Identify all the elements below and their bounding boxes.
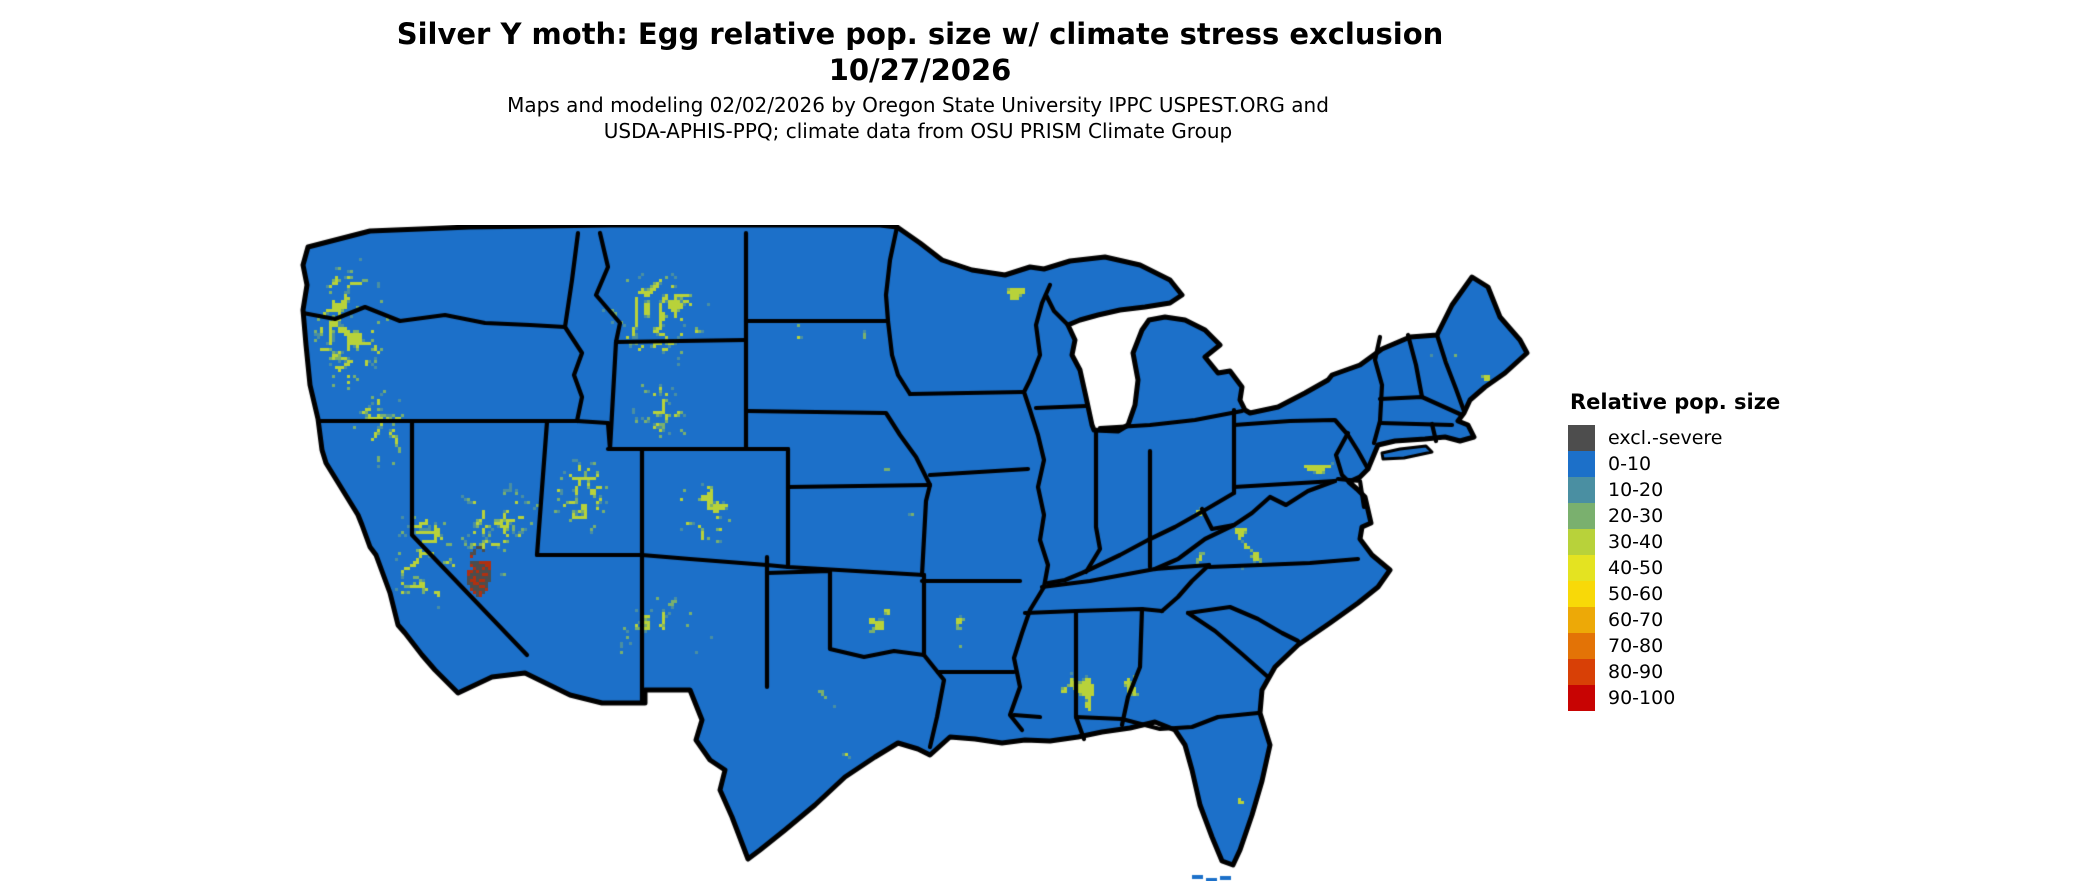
legend-label-5: 40-50 bbox=[1608, 557, 1664, 579]
map-title-date: 10/27/2026 bbox=[828, 53, 1012, 87]
map-subtitle-line2: USDA-APHIS-PPQ; climate data from OSU PR… bbox=[603, 119, 1233, 143]
legend-label-1: 0-10 bbox=[1608, 453, 1652, 475]
legend-row-9: 80-90 bbox=[1568, 659, 1828, 685]
legend-swatch-0 bbox=[1568, 425, 1595, 451]
legend-row-0: excl.-severe bbox=[1568, 425, 1828, 451]
legend-swatch-3 bbox=[1568, 503, 1595, 529]
legend-swatch-10 bbox=[1568, 685, 1595, 711]
legend-row-10: 90-100 bbox=[1568, 685, 1828, 711]
legend-swatch-6 bbox=[1568, 581, 1595, 607]
legend-label-4: 30-40 bbox=[1608, 531, 1664, 553]
legend: Relative pop. size excl.-severe 0-10 10-20… bbox=[1568, 390, 1828, 711]
legend-swatch-4 bbox=[1568, 529, 1595, 555]
map-subtitle: Maps and modeling 02/02/2026 by Oregon S… bbox=[0, 92, 1836, 144]
legend-label-3: 20-30 bbox=[1608, 505, 1664, 527]
legend-label-7: 60-70 bbox=[1608, 609, 1664, 631]
legend-swatch-7 bbox=[1568, 607, 1595, 633]
legend-label-2: 10-20 bbox=[1608, 479, 1664, 501]
legend-swatch-5 bbox=[1568, 555, 1595, 581]
legend-rows: excl.-severe 0-10 10-20 20-30 30-40 40-50 50-6… bbox=[1568, 425, 1828, 711]
legend-row-3: 20-30 bbox=[1568, 503, 1828, 529]
legend-label-0: excl.-severe bbox=[1608, 427, 1723, 449]
legend-row-6: 50-60 bbox=[1568, 581, 1828, 607]
legend-row-8: 70-80 bbox=[1568, 633, 1828, 659]
legend-swatch-1 bbox=[1568, 451, 1595, 477]
header: Silver Y moth: Egg relative pop. size w/… bbox=[0, 16, 1840, 88]
legend-label-6: 50-60 bbox=[1608, 583, 1664, 605]
legend-row-2: 10-20 bbox=[1568, 477, 1828, 503]
legend-label-9: 80-90 bbox=[1608, 661, 1664, 683]
legend-swatch-9 bbox=[1568, 659, 1595, 685]
conus-map-canvas bbox=[230, 225, 1550, 881]
legend-row-7: 60-70 bbox=[1568, 607, 1828, 633]
legend-row-4: 30-40 bbox=[1568, 529, 1828, 555]
map-subtitle-line1: Maps and modeling 02/02/2026 by Oregon S… bbox=[507, 93, 1329, 117]
legend-row-5: 40-50 bbox=[1568, 555, 1828, 581]
map-figure bbox=[230, 225, 1550, 881]
legend-swatch-2 bbox=[1568, 477, 1595, 503]
legend-title: Relative pop. size bbox=[1570, 390, 1781, 414]
legend-row-1: 0-10 bbox=[1568, 451, 1828, 477]
legend-swatch-8 bbox=[1568, 633, 1595, 659]
legend-label-10: 90-100 bbox=[1608, 687, 1676, 709]
map-title-line1: Silver Y moth: Egg relative pop. size w/… bbox=[396, 17, 1444, 51]
legend-label-8: 70-80 bbox=[1608, 635, 1664, 657]
